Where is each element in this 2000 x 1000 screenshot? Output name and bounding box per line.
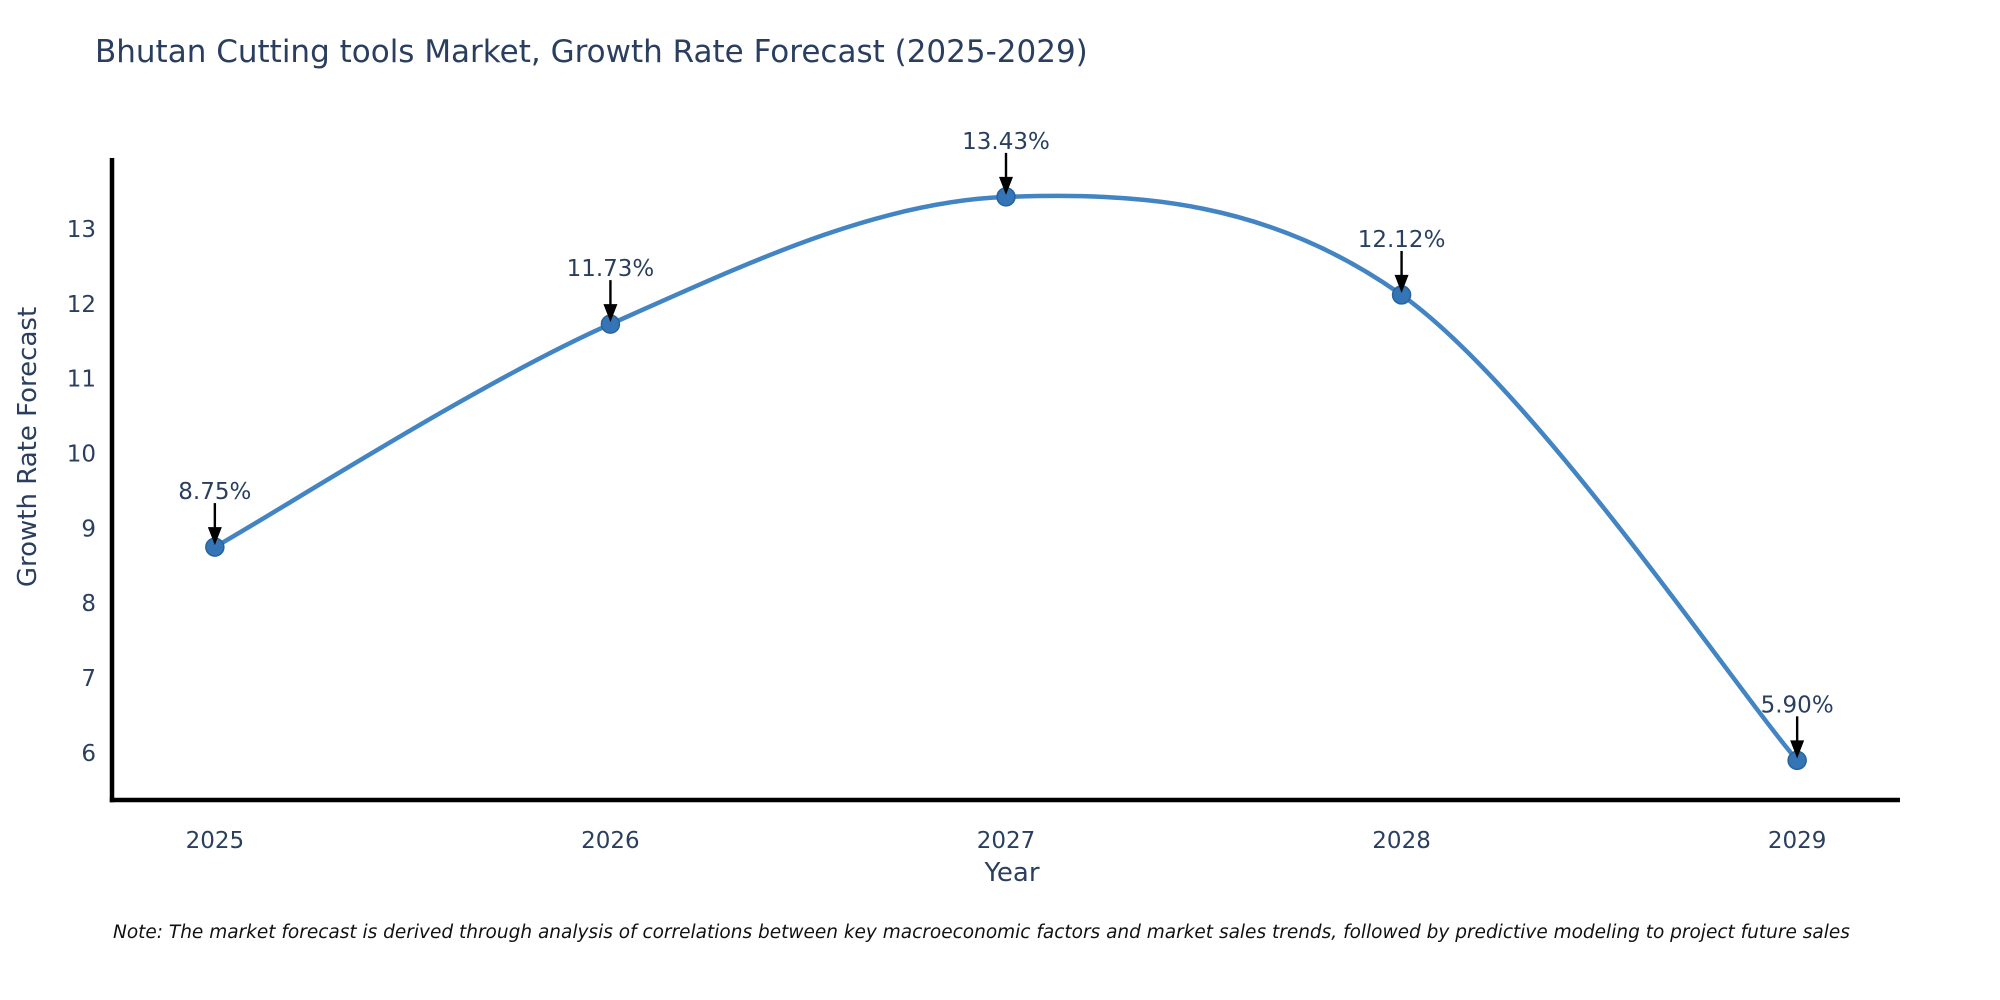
x-tick-label: 2027 bbox=[977, 828, 1036, 854]
annotation-label: 11.73% bbox=[567, 256, 655, 282]
annotation-label: 8.75% bbox=[178, 479, 251, 505]
annotation-arrowhead bbox=[999, 176, 1013, 195]
y-tick-label: 13 bbox=[67, 217, 96, 243]
x-axis-title: Year bbox=[984, 858, 1040, 888]
trend-line bbox=[213, 193, 1799, 762]
annotation-label: 12.12% bbox=[1358, 227, 1446, 253]
annotation-arrowhead bbox=[603, 304, 618, 323]
x-tick-label: 2026 bbox=[581, 828, 640, 854]
annotation-arrowhead bbox=[1394, 274, 1409, 293]
y-tick-label: 12 bbox=[67, 292, 96, 318]
annotation-label: 13.43% bbox=[962, 129, 1050, 155]
x-tick-label: 2028 bbox=[1372, 828, 1431, 854]
footnote-text: Note: The market forecast is derived thr… bbox=[113, 922, 1850, 943]
y-tick-label: 8 bbox=[81, 591, 96, 617]
y-tick-label: 7 bbox=[81, 666, 96, 692]
y-tick-label: 6 bbox=[81, 741, 96, 767]
x-tick-label: 2029 bbox=[1768, 828, 1827, 854]
y-tick-label: 10 bbox=[67, 442, 96, 468]
chart-title: Bhutan Cutting tools Market, Growth Rate… bbox=[95, 34, 1088, 70]
annotation-arrowhead bbox=[207, 527, 222, 546]
y-tick-label: 9 bbox=[81, 516, 96, 542]
annotation-label: 5.90% bbox=[1761, 692, 1834, 718]
x-tick-label: 2025 bbox=[186, 828, 245, 854]
y-tick-label: 11 bbox=[67, 367, 96, 393]
annotation-arrowhead bbox=[1790, 740, 1805, 759]
